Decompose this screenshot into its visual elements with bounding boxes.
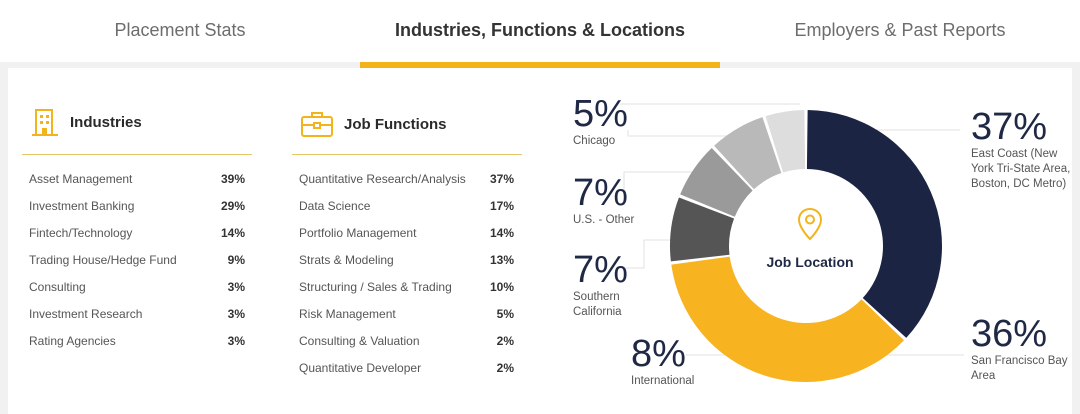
industry-row: Trading House/Hedge Fund 9% [29,246,245,273]
industry-row-percent: 39% [220,171,245,186]
industry-row-percent: 3% [227,306,245,321]
callout-east-coast: 37% East Coast (New York Tri-State Area,… [971,107,1071,192]
job-function-row: Quantitative Research/Analysis 37% [299,165,514,192]
job-function-row-percent: 10% [489,279,514,294]
callout-international: 8% International [631,334,694,389]
callout-us-other-value: 7% [573,172,628,214]
industries-title: Industries [70,113,142,131]
job-function-row-percent: 13% [489,252,514,267]
callout-us-other: 7% U.S. - Other [573,173,634,228]
industry-row: Fintech/Technology 14% [29,219,245,246]
industry-row-percent: 9% [227,252,245,267]
donut-slice-chicago [765,110,806,173]
tab-industries-functions-locations[interactable]: Industries, Functions & Locations [394,20,686,40]
industry-row: Investment Banking 29% [29,192,245,219]
donut-center-label: Job Location [766,254,854,270]
callout-sf-bay-area-label: San Francisco Bay Area [971,355,1068,382]
job-function-row-percent: 5% [496,306,514,321]
job-function-row: Data Science 17% [299,192,514,219]
job-function-row-percent: 2% [496,333,514,348]
job-functions-divider [292,154,522,155]
job-function-row-percent: 37% [489,171,514,186]
job-function-row-name: Data Science [299,198,371,213]
callout-southern-california-label: Southern California [573,291,622,318]
industry-row: Asset Management 39% [29,165,245,192]
job-function-row-percent: 2% [496,360,514,375]
job-function-row-name: Strats & Modeling [299,252,394,267]
job-function-row: Risk Management 5% [299,300,514,327]
industry-row: Consulting 3% [29,273,245,300]
callout-us-other-label: U.S. - Other [573,214,635,226]
job-function-row: Structuring / Sales & Trading 10% [299,273,514,300]
industry-row-name: Trading House/Hedge Fund [29,252,177,267]
building-icon [32,109,58,136]
job-function-row-name: Structuring / Sales & Trading [299,279,452,294]
industry-row-percent: 3% [227,333,245,348]
active-tab-indicator [360,62,720,68]
industry-row-name: Investment Banking [29,198,135,213]
callout-sf-bay-area: 36% San Francisco Bay Area [971,314,1071,384]
callout-international-value: 8% [631,333,686,375]
job-function-row: Consulting & Valuation 2% [299,327,514,354]
job-function-row-name: Quantitative Research/Analysis [299,171,466,186]
job-function-row-name: Portfolio Management [299,225,417,240]
industries-header: Industries [30,107,142,137]
donut-slice-san-francisco-bay-area [671,256,905,382]
briefcase-icon [301,112,333,137]
callout-chicago-label: Chicago [573,135,616,147]
industry-row-name: Investment Research [29,306,143,321]
tab-employers-past-reports[interactable]: Employers & Past Reports [794,20,1006,40]
job-function-row-name: Consulting & Valuation [299,333,420,348]
job-function-row-percent: 14% [489,225,514,240]
job-function-row: Portfolio Management 14% [299,219,514,246]
job-function-row-name: Quantitative Developer [299,360,422,375]
callout-international-label: International [631,375,695,387]
donut-slice-east-coast-new-york-tri-state-area-boston-dc-metro [806,110,943,338]
industries-divider [22,154,252,155]
industry-row-percent: 3% [227,279,245,294]
callout-southern-california: 7% Southern California [573,250,633,320]
donut-center: Job Location [740,207,880,270]
job-function-row-percent: 17% [489,198,514,213]
donut-slice-southern-california [680,147,753,217]
callout-southern-california-value: 7% [573,249,628,291]
job-functions-header: Job Functions [300,109,447,139]
callout-east-coast-label: East Coast (New York Tri-State Area, Bos… [971,148,1071,190]
callout-sf-bay-area-value: 36% [971,313,1048,355]
tab-placement-stats[interactable]: Placement Stats [114,20,246,40]
job-function-row: Strats & Modeling 13% [299,246,514,273]
job-function-row: Quantitative Developer 2% [299,354,514,381]
tab-bar: Placement Stats Industries, Functions & … [0,0,1080,62]
callout-chicago-value: 5% [573,93,628,135]
map-pin-icon [797,207,823,241]
industry-row-percent: 14% [220,225,245,240]
job-functions-title: Job Functions [344,115,447,133]
donut-slice-international [670,197,735,262]
industry-row-name: Consulting [29,279,86,294]
industries-list: Asset Management 39% Investment Banking 29%… [29,165,245,354]
industry-row-name: Fintech/Technology [29,225,133,240]
industry-row-percent: 29% [220,198,245,213]
donut-slice-u-s-other [714,117,782,190]
callout-east-coast-value: 37% [971,106,1048,148]
job-functions-list: Quantitative Research/Analysis 37% Data Sc… [299,165,514,381]
callout-chicago: 5% Chicago [573,94,628,149]
job-function-row-name: Risk Management [299,306,396,321]
industry-row: Rating Agencies 3% [29,327,245,354]
industry-row-name: Rating Agencies [29,333,116,348]
industry-row: Investment Research 3% [29,300,245,327]
industry-row-name: Asset Management [29,171,133,186]
